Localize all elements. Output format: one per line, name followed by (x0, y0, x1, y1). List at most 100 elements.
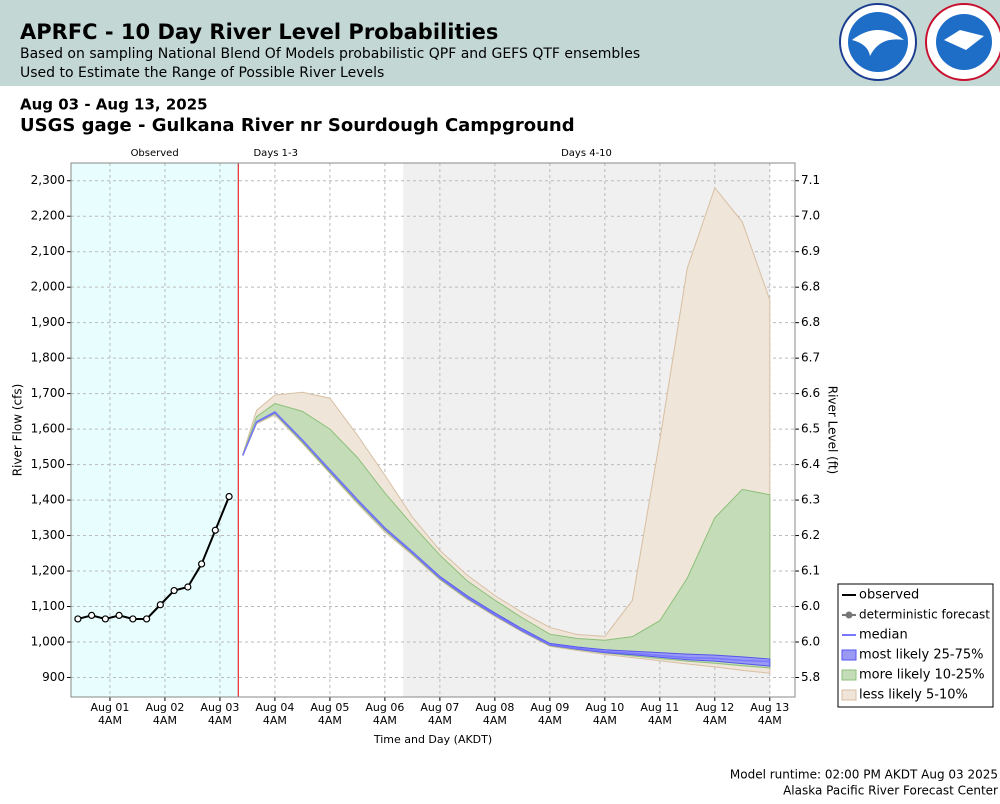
y2-tick-label: 7.1 (801, 173, 820, 187)
y2-tick-label: 6.2 (801, 528, 820, 542)
legend-label: observed (859, 588, 919, 603)
x-tick-sublabel: 4AM (703, 714, 727, 727)
y2-tick-label: 6.6 (801, 386, 820, 400)
legend-label: most likely 25-75% (859, 648, 983, 663)
x-tick-label: Aug 09 (530, 701, 569, 714)
x-tick-label: Aug 06 (365, 701, 404, 714)
y2-tick-label: 6.0 (801, 599, 820, 613)
median-line (242, 411, 770, 663)
header-subtitle: Based on sampling National Blend Of Mode… (20, 46, 640, 62)
y2-tick-label: 6.9 (801, 244, 820, 258)
header-band (0, 0, 1000, 86)
y-tick-label: 1,800 (31, 351, 65, 365)
legend-label: median (859, 628, 908, 643)
footer-runtime: Model runtime: 02:00 PM AKDT Aug 03 2025 (730, 768, 998, 782)
legend-label: more likely 10-25% (859, 668, 985, 683)
y2-tick-label: 6.5 (801, 422, 820, 436)
plot-frame (70, 162, 796, 698)
x-tick-sublabel: 4AM (318, 714, 342, 727)
date-range: Aug 03 - Aug 13, 2025 (20, 96, 208, 114)
x-tick-sublabel: 4AM (428, 714, 452, 727)
legend-label: deterministic forecast (859, 608, 990, 622)
region-label: Days 1-3 (253, 148, 297, 159)
legend-swatch (841, 649, 857, 661)
probability-band (242, 403, 771, 669)
x-tick-label: Aug 10 (585, 701, 624, 714)
x-tick-sublabel: 4AM (263, 714, 287, 727)
x-tick-sublabel: 4AM (98, 714, 122, 727)
x-tick-sublabel: 4AM (648, 714, 672, 727)
x-tick-label: Aug 01 (90, 701, 129, 714)
observed-point (74, 615, 82, 623)
y-tick-label: 1,300 (31, 528, 65, 542)
y-tick-label: 2,100 (31, 244, 65, 258)
footer-office: Alaska Pacific River Forecast Center (783, 784, 998, 798)
observed-point (170, 586, 178, 595)
y2-axis-label: River Level (ft) (826, 386, 840, 474)
y2-tick-label: 5.8 (801, 670, 820, 684)
y-tick-label: 2,000 (31, 280, 65, 294)
header-subtitle: Used to Estimate the Range of Possible R… (20, 65, 384, 81)
x-tick-sublabel: 4AM (153, 714, 177, 727)
observed-point (88, 611, 96, 619)
legend-swatch (841, 669, 857, 681)
header-title: APRFC - 10 Day River Level Probabilities (20, 20, 498, 44)
legend-label: less likely 5-10% (859, 688, 968, 703)
y-tick-label: 900 (42, 670, 65, 684)
observed-point (184, 583, 192, 591)
y-tick-label: 2,300 (31, 173, 65, 187)
observed-point (197, 560, 206, 568)
x-tick-label: Aug 12 (695, 701, 734, 714)
y2-tick-label: 6.1 (801, 564, 820, 578)
x-tick-sublabel: 4AM (483, 714, 507, 727)
legend-swatch-dot (845, 611, 853, 619)
y-tick-label: 1,200 (31, 564, 65, 578)
x-tick-label: Aug 11 (640, 701, 679, 714)
y2-tick-label: 6.3 (801, 493, 820, 507)
y-tick-label: 1,700 (31, 386, 65, 400)
y2-tick-label: 6.0 (801, 635, 820, 649)
y2-tick-label: 6.4 (801, 457, 820, 471)
plot: Observed Days 1-3 Days 4-10 900 5.8 1,000 6.0 1… (11, 148, 994, 746)
x-tick-sublabel: 4AM (593, 714, 617, 727)
observed-point (225, 492, 233, 501)
y-tick-label: 1,400 (31, 493, 65, 507)
observed-point (115, 611, 123, 619)
observed-point (156, 601, 164, 609)
legend-box (837, 583, 994, 708)
observed-point (129, 615, 137, 623)
x-tick-sublabel: 4AM (538, 714, 562, 727)
x-tick-label: Aug 02 (145, 701, 184, 714)
y2-tick-label: 6.8 (801, 315, 820, 329)
x-axis-label: Time and Day (AKDT) (373, 733, 492, 746)
legend: observed deterministic forecast median most… (837, 583, 994, 708)
observed-point (143, 615, 151, 623)
observed-point (211, 526, 219, 534)
noaa-logo (839, 3, 917, 81)
observed-point (101, 615, 109, 623)
y2-tick-label: 6.7 (801, 351, 820, 365)
x-tick-label: Aug 08 (475, 701, 514, 714)
y2-tick-label: 6.8 (801, 280, 820, 294)
chart-title: USGS gage - Gulkana River nr Sourdough C… (20, 115, 575, 136)
y-axis-label: River Flow (cfs) (11, 384, 25, 477)
x-tick-sublabel: 4AM (373, 714, 397, 727)
y2-tick-label: 7.0 (801, 209, 820, 223)
y-tick-label: 2,200 (31, 209, 65, 223)
y-tick-label: 1,900 (31, 315, 65, 329)
x-tick-label: Aug 05 (310, 701, 349, 714)
x-tick-sublabel: 4AM (208, 714, 232, 727)
y-tick-label: 1,100 (31, 599, 65, 613)
nws-logo (925, 3, 1000, 81)
y-tick-label: 1,000 (31, 635, 65, 649)
y-tick-label: 1,500 (31, 457, 65, 471)
x-tick-label: Aug 13 (750, 701, 789, 714)
x-tick-label: Aug 03 (200, 701, 239, 714)
x-tick-label: Aug 04 (255, 701, 294, 714)
x-tick-sublabel: 4AM (758, 714, 782, 727)
y-tick-label: 1,600 (31, 422, 65, 436)
region-label: Observed (131, 148, 179, 159)
legend-swatch (841, 689, 857, 701)
region-label: Days 4-10 (561, 148, 612, 159)
